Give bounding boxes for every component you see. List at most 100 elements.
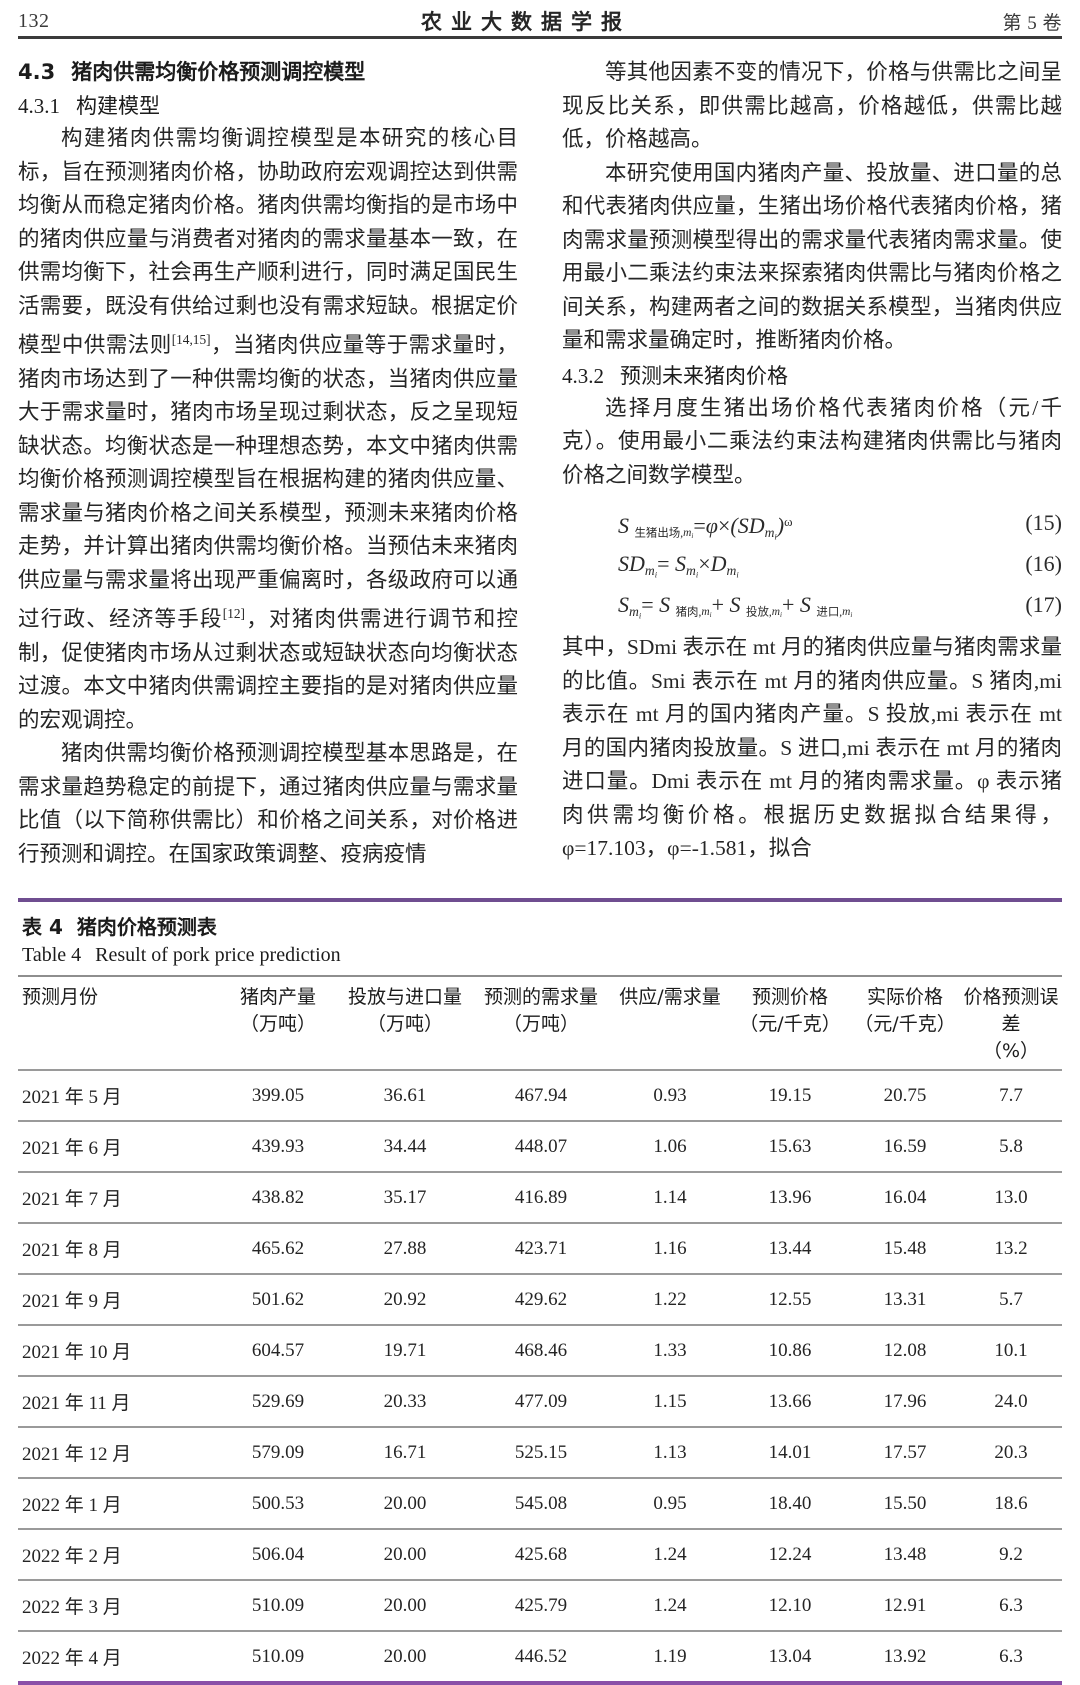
table-row: 2021 年 6 月 439.93 34.44 448.07 1.06 15.63 16.5…: [18, 1121, 1062, 1172]
cell-error: 24.0: [994, 1390, 1028, 1412]
th-actual-price-unit: （元/千克）: [854, 1013, 956, 1035]
cell-month: 2022 年 1 月: [22, 1495, 122, 1516]
cell-month: 2021 年 7 月: [22, 1189, 122, 1210]
cell-ratio: 1.33: [653, 1339, 687, 1361]
running-head: 132 农业大数据学报 第 5 卷: [18, 6, 1062, 36]
cell-month: 2021 年 9 月: [22, 1291, 122, 1312]
table-bottom-rule: [18, 1681, 1062, 1685]
table-top-rule: [18, 898, 1062, 902]
table-row: 2021 年 12 月 579.09 16.71 525.15 1.13 14.01 17.…: [18, 1427, 1062, 1478]
journal-page: 132 农业大数据学报 第 5 卷 4.3 猪肉供需均衡价格预测调控模型 4.3.…: [18, 6, 1062, 1685]
right-column: 等其他因素不变的情况下，价格与供需比之间呈现反比关系，即供需比越高，价格越低，供…: [562, 56, 1062, 866]
cell-error: 7.7: [999, 1084, 1023, 1106]
cell-production: 500.53: [251, 1492, 305, 1514]
cell-import: 20.00: [383, 1492, 427, 1514]
cell-import: 19.71: [383, 1339, 427, 1361]
subsection-title-2: 预测未来猪肉价格: [620, 363, 788, 388]
table-row: 2021 年 7 月 438.82 35.17 416.89 1.14 13.96 16.0…: [18, 1172, 1062, 1223]
th-predicted-price-title: 预测价格: [751, 986, 828, 1008]
cell-demand: 468.46: [514, 1339, 568, 1361]
equation-16: SDmi= Smi×Dmi (16): [562, 543, 1062, 584]
subsection-number-2: 4.3.2: [562, 363, 604, 388]
cell-error: 13.0: [994, 1186, 1028, 1208]
table-row: 2021 年 5 月 399.05 36.61 467.94 0.93 19.15 20.7…: [18, 1070, 1062, 1121]
cell-ratio: 1.16: [653, 1237, 687, 1259]
cell-production: 604.57: [251, 1339, 305, 1361]
cell-error: 6.3: [999, 1594, 1023, 1616]
body-columns: 4.3 猪肉供需均衡价格预测调控模型 4.3.1 构建模型 构建猪肉供需均衡调控模型…: [18, 56, 1062, 886]
pork-price-prediction-table: 预测月份 猪肉产量 （万吨） 投放与进口量 （万吨） 预测的需求量 （万吨）: [18, 975, 1062, 1681]
cell-ratio: 1.13: [653, 1441, 687, 1463]
right-paragraph-1: 等其他因素不变的情况下，价格与供需比之间呈现反比关系，即供需比越高，价格越低，供…: [562, 60, 1062, 151]
para-text-c: ，对猪肉供需进行调节和控制，促使猪肉市场从过剩状态或短缺状态向均衡状态过渡。本文…: [18, 607, 518, 732]
cell-demand: 525.15: [514, 1441, 568, 1463]
cell-demand: 425.68: [514, 1543, 568, 1565]
table-row: 2021 年 8 月 465.62 27.88 423.71 1.16 13.44 15.4…: [18, 1223, 1062, 1274]
subsection-heading-4-3-2: 4.3.2 预测未来猪肉价格: [562, 360, 1062, 390]
cell-predicted_price: 13.66: [768, 1390, 812, 1412]
cell-error: 5.7: [999, 1288, 1023, 1310]
equation-17: Smi= S 猪肉,mi+ S 投放,mi+ S 进口,mi (17): [562, 584, 1062, 625]
cell-predicted_price: 13.04: [768, 1645, 812, 1667]
cell-month: 2021 年 5 月: [22, 1087, 122, 1108]
equation-block: S 生猪出场,mi=φ×(SDmi)ω (15) SDmi= Smi×Dmi (…: [562, 502, 1062, 625]
table-caption-cn-label: 表 4: [22, 915, 63, 939]
cell-production: 510.09: [251, 1645, 305, 1667]
table-body: 2021 年 5 月 399.05 36.61 467.94 0.93 19.15 20.7…: [18, 1070, 1062, 1681]
cell-ratio: 1.15: [653, 1390, 687, 1412]
table-row: 2022 年 4 月 510.09 20.00 446.52 1.19 13.04 13.9…: [18, 1631, 1062, 1681]
cell-production: 529.69: [251, 1390, 305, 1412]
table-header-row: 预测月份 猪肉产量 （万吨） 投放与进口量 （万吨） 预测的需求量 （万吨）: [18, 975, 1062, 1070]
cell-month: 2021 年 12 月: [22, 1444, 132, 1465]
equation-16-body: SDmi= Smi×Dmi: [618, 551, 739, 580]
cell-import: 20.00: [383, 1645, 427, 1667]
left-paragraph-2: 猪肉供需均衡价格预测调控模型基本思路是，在需求量趋势稳定的前提下，通过猪肉供应量…: [18, 741, 518, 866]
section-heading-4-3: 4.3 猪肉供需均衡价格预测调控模型: [18, 56, 518, 86]
equation-15: S 生猪出场,mi=φ×(SDmi)ω (15): [562, 502, 1062, 543]
table-caption-en-title: Result of pork price prediction: [95, 944, 341, 966]
th-import-title: 投放与进口量: [347, 986, 462, 1008]
equation-15-number: (15): [1025, 510, 1062, 535]
cell-error: 10.1: [994, 1339, 1028, 1361]
equation-17-body: Smi= S 猪肉,mi+ S 投放,mi+ S 进口,mi: [618, 592, 853, 621]
cell-error: 9.2: [999, 1543, 1023, 1565]
cell-production: 506.04: [251, 1543, 305, 1565]
th-actual-price: 实际价格 （元/千克）: [850, 975, 960, 1070]
citation-ref-12: [12]: [222, 606, 245, 622]
cell-production: 399.05: [251, 1084, 305, 1106]
th-predicted-price: 预测价格 （元/千克）: [730, 975, 850, 1070]
right-paragraph-3: 选择月度生猪出场价格代表猪肉价格（元/千克）。使用最小二乘法约束法构建猪肉供需比…: [562, 395, 1062, 487]
cell-actual_price: 13.92: [883, 1645, 927, 1667]
cell-error: 5.8: [999, 1135, 1023, 1157]
subsection-number: 4.3.1: [18, 94, 60, 118]
cell-demand: 423.71: [514, 1237, 568, 1259]
cell-demand: 477.09: [514, 1390, 568, 1412]
th-demand-unit: （万吨）: [502, 1013, 579, 1035]
th-error-unit: （%）: [982, 1040, 1040, 1062]
cell-predicted_price: 13.44: [768, 1237, 812, 1259]
cell-ratio: 1.14: [653, 1186, 687, 1208]
cell-ratio: 1.24: [653, 1594, 687, 1616]
cell-demand: 545.08: [514, 1492, 568, 1514]
cell-actual_price: 15.50: [883, 1492, 927, 1514]
cell-actual_price: 17.96: [883, 1390, 927, 1412]
citation-ref-14-15: [14,15]: [171, 332, 211, 347]
cell-ratio: 1.06: [653, 1135, 687, 1157]
header-divider: [18, 36, 1062, 39]
cell-month: 2022 年 2 月: [22, 1546, 122, 1567]
cell-import: 36.61: [383, 1084, 427, 1106]
table-caption-english: Table 4 Result of pork price prediction: [18, 942, 1062, 975]
th-production: 猪肉产量 （万吨）: [218, 975, 338, 1070]
left-paragraph-1: 构建猪肉供需均衡调控模型是本研究的核心目标，旨在预测猪肉价格，协助政府宏观调控达…: [18, 122, 518, 737]
section-number: 4.3: [18, 60, 56, 84]
cell-month: 2021 年 11 月: [22, 1393, 131, 1414]
table-row: 2022 年 1 月 500.53 20.00 545.08 0.95 18.40 15.5…: [18, 1478, 1062, 1529]
cell-actual_price: 16.04: [883, 1186, 927, 1208]
cell-ratio: 1.19: [653, 1645, 687, 1667]
th-demand-title: 预测的需求量: [483, 986, 598, 1008]
subsection-heading-4-3-1: 4.3.1 构建模型: [18, 90, 518, 120]
table-caption-chinese: 表 4 猪肉价格预测表: [18, 902, 1062, 942]
cell-import: 35.17: [383, 1186, 427, 1208]
th-production-title: 猪肉产量: [239, 986, 316, 1008]
cell-actual_price: 16.59: [883, 1135, 927, 1157]
